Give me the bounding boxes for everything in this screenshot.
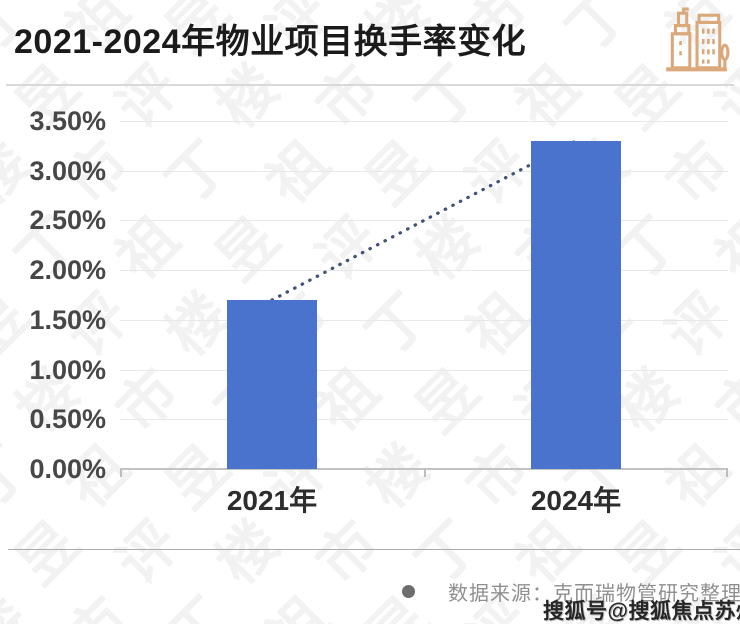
watermark-char: 楼 <box>0 575 44 624</box>
gridline <box>120 170 728 172</box>
y-tick-label: 2.00% <box>29 255 106 286</box>
y-tick-label: 0.50% <box>29 404 106 435</box>
bar-2021年 <box>227 299 317 469</box>
watermark-char: 祖 <box>244 575 344 624</box>
watermark-char: 市 <box>44 575 144 624</box>
gridline <box>120 121 728 122</box>
header-divider <box>6 84 734 86</box>
plot-area <box>120 121 728 477</box>
watermark-char: 丁 <box>144 575 244 624</box>
sohu-account-watermark: 搜狐号@搜狐焦点苏州站 <box>543 600 740 623</box>
x-tick-label: 2021年 <box>226 485 318 516</box>
footer-divider <box>8 549 740 550</box>
x-tick-label: 2024年 <box>530 485 622 516</box>
y-tick-label: 1.00% <box>29 354 106 385</box>
x-axis-tick <box>726 469 728 477</box>
bar-2024年 <box>531 140 621 469</box>
gridline <box>120 270 728 272</box>
gridline <box>120 419 728 421</box>
y-tick-label: 3.50% <box>29 106 106 136</box>
watermark-char: 丁 <box>554 0 642 65</box>
source-bullet-icon <box>402 585 415 598</box>
data-source-text: 数据来源：克而瑞物管研究整理 <box>448 583 740 605</box>
buildings-icon <box>662 6 730 81</box>
page-title: 2021-2024年物业项目换手率变化 <box>14 23 527 61</box>
x-axis-tick <box>424 469 426 477</box>
y-axis-labels: 0.00% 0.50% 1.00% 1.50% 2.00% 2.50% 3.00% 3.50% <box>0 106 106 484</box>
trendline <box>270 139 578 302</box>
y-tick-label: 1.50% <box>29 304 106 335</box>
y-tick-label: 3.00% <box>29 155 106 186</box>
gridline <box>120 369 728 371</box>
x-axis-labels: 2021年 2024年 <box>120 482 728 520</box>
gridline <box>120 319 728 321</box>
x-axis-tick <box>120 469 122 477</box>
watermark-char: 昱 <box>344 575 444 624</box>
y-tick-label: 2.50% <box>29 205 106 236</box>
y-tick-label: 0.00% <box>29 454 106 484</box>
